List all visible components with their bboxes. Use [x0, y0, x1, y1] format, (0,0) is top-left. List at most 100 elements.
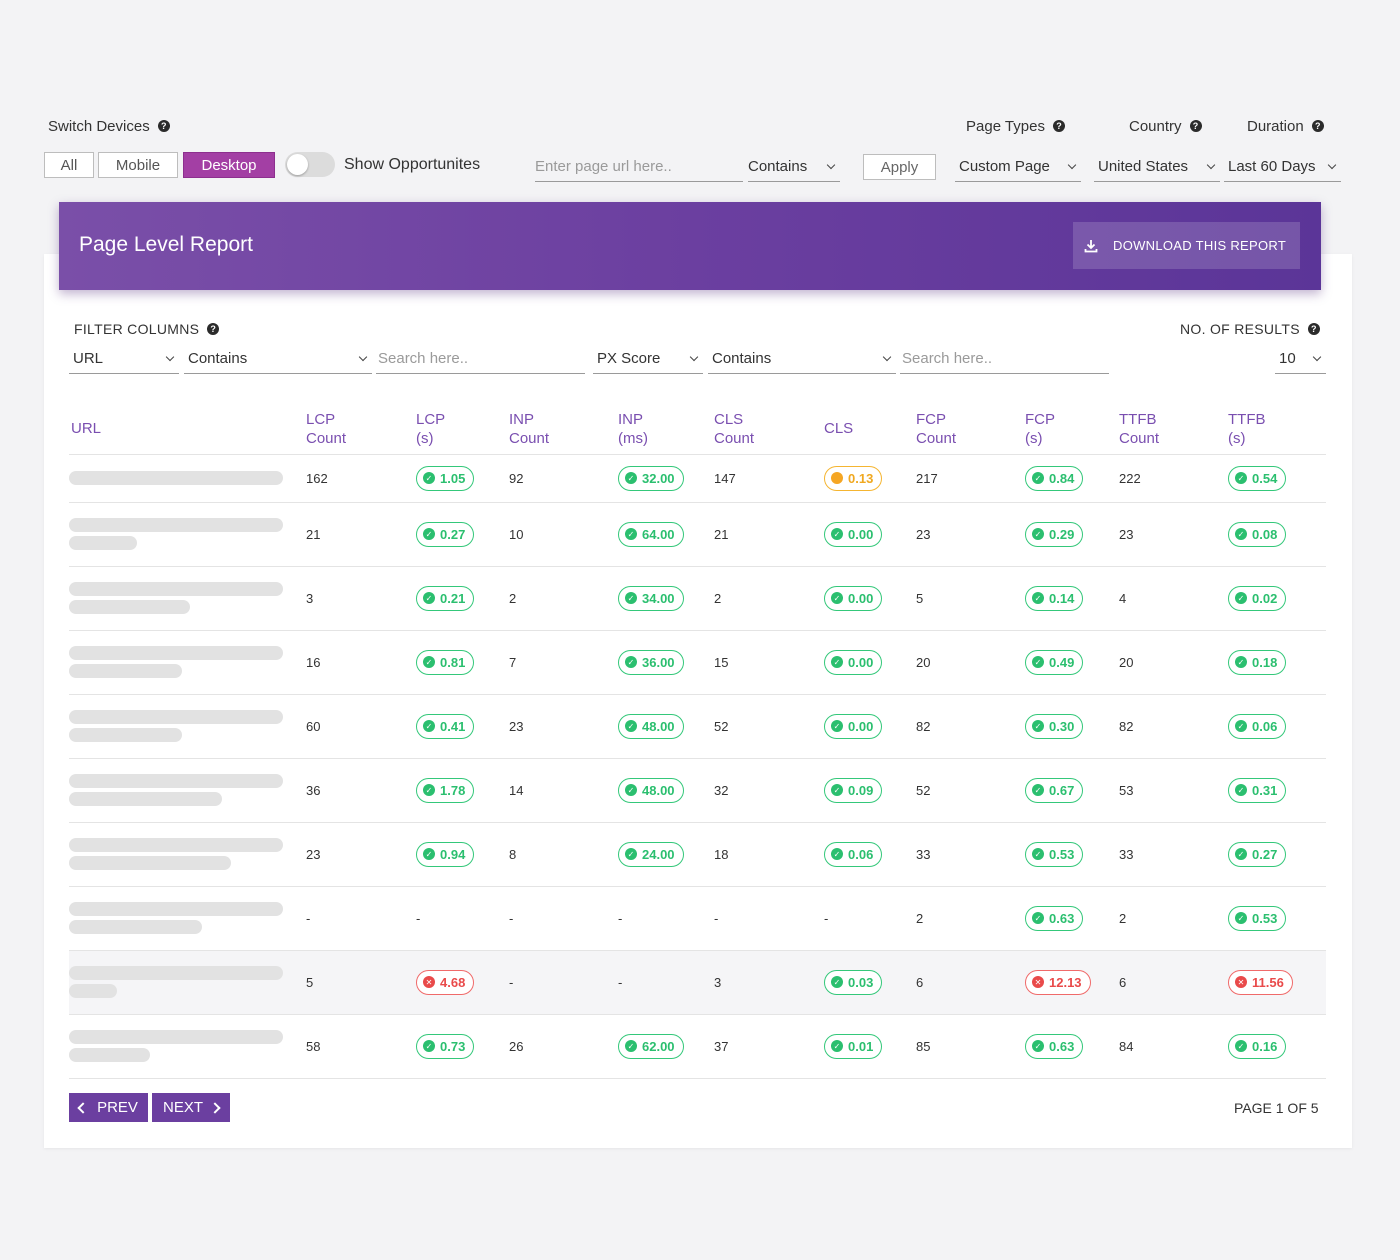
filter-operator-1-select[interactable]: Contains — [184, 344, 372, 374]
help-icon[interactable]: ? — [1311, 120, 1324, 133]
table-row[interactable]: 36 ✓ 1.78 14 ✓ 48.00 32 ✓ 0.09 52 ✓ 0.67 53 ✓ 0.31 — [69, 758, 1326, 823]
column-header-line-1: TTFB — [1119, 410, 1157, 428]
url-cell[interactable] — [69, 950, 306, 1015]
url-cell[interactable] — [69, 694, 306, 759]
table-body: 162 ✓ 1.05 92 ✓ 32.00 147 0.13 217 ✓ 0.84 222 ✓ 0.54 2… — [69, 454, 1326, 1079]
url-cell[interactable] — [69, 502, 306, 567]
ttfb-score-badge: ✓ 0.31 — [1228, 777, 1287, 803]
table-row[interactable]: 3 ✓ 0.21 2 ✓ 34.00 2 ✓ 0.00 5 ✓ 0.14 4 ✓ 0.02 — [69, 566, 1326, 631]
help-icon[interactable]: ? — [157, 120, 170, 133]
prev-page-button[interactable]: PREV — [69, 1093, 148, 1122]
lcp-value: 0.81 — [440, 654, 466, 670]
column-header[interactable]: LCP Count — [306, 404, 416, 455]
lcp-cell: ✓ 0.21 — [416, 566, 509, 631]
page-type-select[interactable]: Custom Page — [955, 152, 1081, 182]
url-input[interactable]: Enter page url here.. — [535, 152, 743, 182]
table-row[interactable]: 5 ✕ 4.68 - - 3 ✓ 0.03 6 ✕ 12.13 6 ✕ 11.56 — [69, 950, 1326, 1015]
url-cell[interactable] — [69, 630, 306, 695]
country-select[interactable]: United States — [1094, 152, 1220, 182]
table-row[interactable]: 58 ✓ 0.73 26 ✓ 62.00 37 ✓ 0.01 85 ✓ 0.63 84 ✓ 0.16 — [69, 1014, 1326, 1079]
device-desktop-button[interactable]: Desktop — [183, 152, 275, 178]
redacted-url-bar — [69, 536, 137, 550]
chevron-down-icon — [1327, 160, 1337, 169]
inp_count-cell: 92 — [509, 454, 618, 503]
ttfb-score-badge: ✓ 0.02 — [1228, 585, 1287, 611]
column-header[interactable]: INP Count — [509, 404, 618, 455]
url-cell[interactable] — [69, 758, 306, 823]
lcp-score-badge: ✓ 0.27 — [416, 521, 475, 547]
url-match-select[interactable]: Contains — [748, 152, 840, 182]
ttfb_count-cell: 20 — [1119, 630, 1228, 695]
fcp-cell: ✕ 12.13 — [1025, 950, 1119, 1015]
lcp-value: 0.94 — [440, 846, 466, 862]
chevron-down-icon — [882, 352, 892, 361]
table-row[interactable]: 23 ✓ 0.94 8 ✓ 24.00 18 ✓ 0.06 33 ✓ 0.53 33 ✓ 0.27 — [69, 822, 1326, 887]
redacted-url-bar — [69, 984, 117, 998]
cls-score-badge: ✓ 0.09 — [824, 777, 883, 803]
column-header[interactable]: FCP Count — [916, 404, 1025, 455]
table-row[interactable]: - - - - - -2 ✓ 0.63 2 ✓ 0.53 — [69, 886, 1326, 951]
redacted-url-bar — [69, 518, 283, 532]
column-header[interactable]: TTFB (s) — [1228, 404, 1326, 455]
table-row[interactable]: 60 ✓ 0.41 23 ✓ 48.00 52 ✓ 0.00 82 ✓ 0.30 82 ✓ 0.06 — [69, 694, 1326, 759]
column-header[interactable]: LCP (s) — [416, 404, 509, 455]
redacted-url-bar — [69, 710, 283, 724]
device-mobile-button[interactable]: Mobile — [98, 152, 178, 178]
fcp-cell: ✓ 0.63 — [1025, 1014, 1119, 1079]
fcp-value: 0.84 — [1049, 470, 1075, 486]
help-icon[interactable]: ? — [1052, 120, 1065, 133]
column-header[interactable]: TTFB Count — [1119, 404, 1228, 455]
help-icon[interactable]: ? — [207, 323, 220, 336]
filter-operator-2-select[interactable]: Contains — [708, 344, 896, 374]
check-icon: ✓ — [625, 848, 637, 860]
error-icon: ✕ — [1032, 976, 1044, 988]
show-opportunities-toggle[interactable] — [285, 152, 335, 177]
results-count-select[interactable]: 10 — [1275, 344, 1326, 374]
ttfb_count-cell: 33 — [1119, 822, 1228, 887]
column-header-line-2: Count — [509, 429, 550, 447]
duration-select[interactable]: Last 60 Days — [1224, 152, 1341, 182]
chevron-down-icon — [358, 352, 368, 361]
help-icon[interactable]: ? — [1307, 323, 1320, 336]
help-icon[interactable]: ? — [1189, 120, 1202, 133]
url-cell[interactable] — [69, 1014, 306, 1079]
ttfb-value: 0.54 — [1252, 470, 1278, 486]
table-row[interactable]: 162 ✓ 1.05 92 ✓ 32.00 147 0.13 217 ✓ 0.84 222 ✓ 0.54 — [69, 454, 1326, 503]
filter-search-2-input[interactable]: Search here.. — [900, 344, 1109, 374]
ttfb_count-cell: 84 — [1119, 1014, 1228, 1079]
url-cell[interactable] — [69, 822, 306, 887]
filter-column-2-select[interactable]: PX Score — [593, 344, 703, 374]
cls-cell: ✓ 0.00 — [824, 502, 916, 567]
cls-value: 0.03 — [848, 974, 874, 990]
column-header-line-1: FCP — [1025, 410, 1055, 428]
inp-cell: - — [618, 886, 714, 951]
url-cell[interactable] — [69, 566, 306, 631]
column-header[interactable]: INP (ms) — [618, 404, 714, 455]
cls-value: 0.06 — [848, 846, 874, 862]
cls-score-badge: ✓ 0.01 — [824, 1033, 883, 1059]
ttfb-value: 11.56 — [1252, 974, 1284, 990]
column-header[interactable]: FCP (s) — [1025, 404, 1119, 455]
download-report-button[interactable]: DOWNLOAD THIS REPORT — [1073, 222, 1300, 269]
column-header[interactable]: CLS — [824, 404, 916, 455]
chevron-down-icon — [826, 160, 836, 169]
check-icon: ✓ — [831, 784, 843, 796]
apply-button[interactable]: Apply — [863, 154, 936, 180]
redacted-url-bar — [69, 646, 283, 660]
column-header[interactable]: URL — [69, 404, 306, 455]
fcp_count-cell: 33 — [916, 822, 1025, 887]
redacted-url-bar — [69, 920, 202, 934]
table-row[interactable]: 16 ✓ 0.81 7 ✓ 36.00 15 ✓ 0.00 20 ✓ 0.49 20 ✓ 0.18 — [69, 630, 1326, 695]
chevron-down-icon — [1206, 160, 1216, 169]
fcp-cell: ✓ 0.14 — [1025, 566, 1119, 631]
url-cell[interactable] — [69, 886, 306, 951]
column-header[interactable]: CLS Count — [714, 404, 824, 455]
device-all-button[interactable]: All — [44, 152, 94, 178]
inp-cell: ✓ 48.00 — [618, 758, 714, 823]
table-row[interactable]: 21 ✓ 0.27 10 ✓ 64.00 21 ✓ 0.00 23 ✓ 0.29 23 ✓ 0.08 — [69, 502, 1326, 567]
url-cell[interactable] — [69, 454, 306, 503]
filter-column-1-select[interactable]: URL — [69, 344, 179, 374]
next-page-button[interactable]: NEXT — [152, 1093, 230, 1122]
filter-search-1-input[interactable]: Search here.. — [376, 344, 585, 374]
fcp-cell: ✓ 0.63 — [1025, 886, 1119, 951]
